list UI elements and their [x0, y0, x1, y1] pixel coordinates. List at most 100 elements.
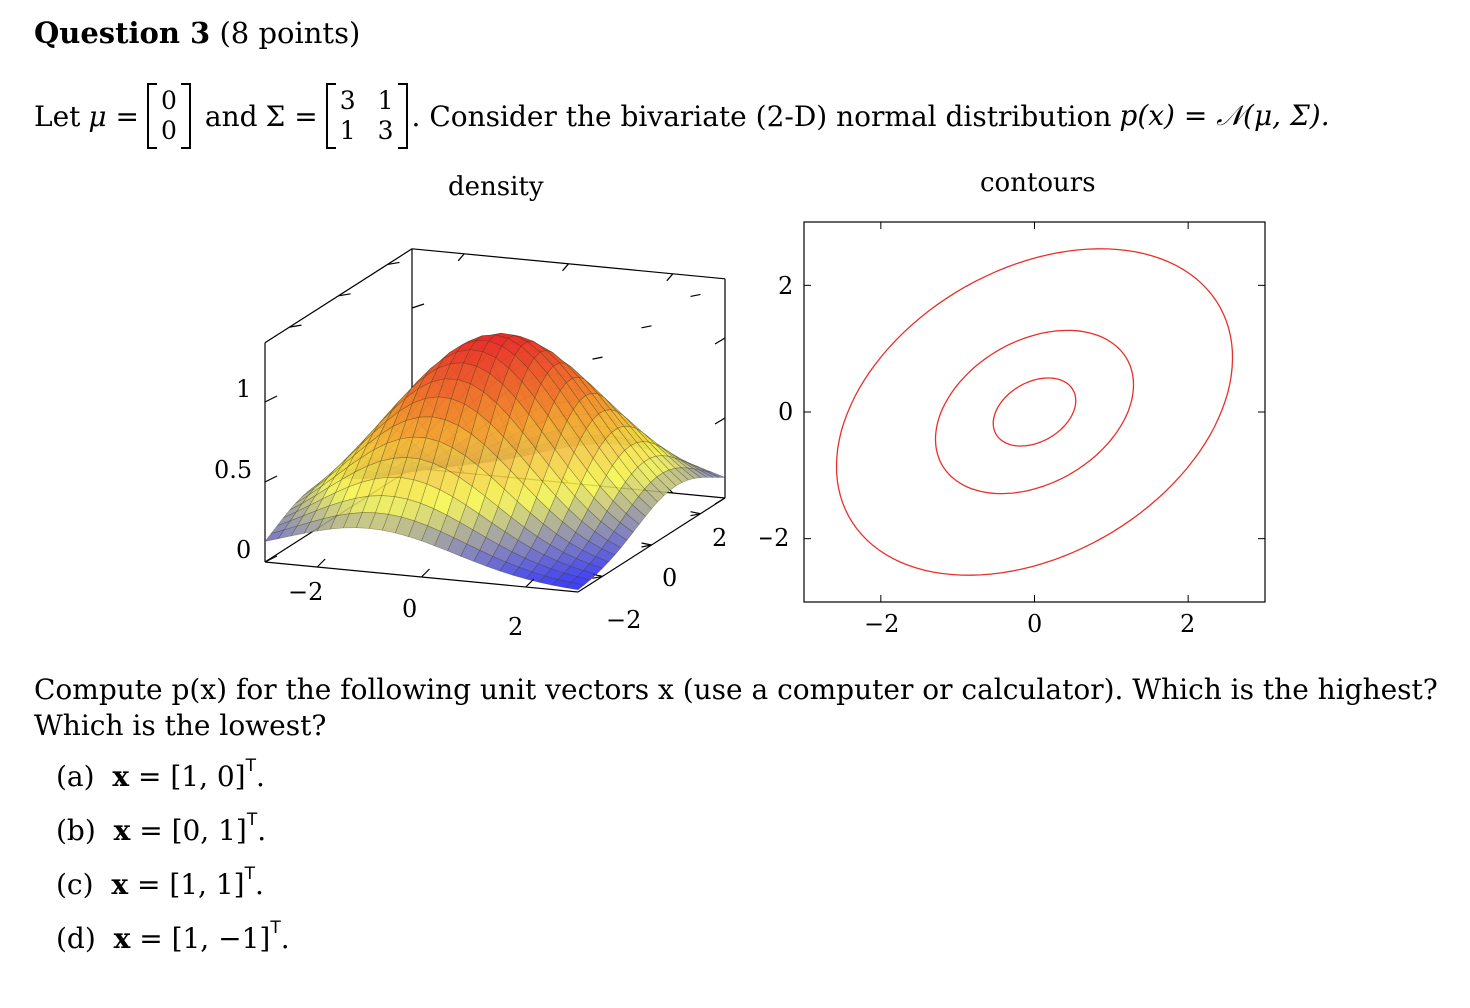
- surface-mesh: [264, 332, 726, 591]
- left-bracket: [146, 83, 157, 149]
- tick-mark: [457, 253, 465, 262]
- z-tick-label: 1: [236, 375, 251, 403]
- sigma-entry: 1: [339, 116, 356, 145]
- x-tick-label: 0: [402, 595, 417, 623]
- right-bracket: [180, 83, 191, 149]
- tick-mark: [338, 293, 351, 297]
- contour-line: [934, 329, 1135, 495]
- tick-mark: [387, 261, 400, 266]
- tick-mark: [690, 293, 701, 298]
- problem-statement: Let μ = 0 0 and Σ = 3 1 1 3 . Consider t…: [34, 76, 1330, 156]
- y-tick-label: 2: [778, 272, 793, 300]
- x-tick-label: 0: [1027, 610, 1042, 638]
- z-tick-label: 0: [236, 536, 251, 564]
- option-vector: [1, −1]: [171, 922, 271, 955]
- question-label: Question 3: [34, 16, 211, 50]
- y-tick-label: 0: [778, 398, 793, 426]
- statement-text: . Consider the bivariate (2-D) normal di…: [411, 99, 1112, 133]
- y-tick-label: −2: [760, 524, 789, 552]
- tick-mark: [264, 555, 278, 563]
- option-b: (b) x = [0, 1]T.: [56, 810, 267, 847]
- contours-title: contours: [980, 168, 1096, 198]
- tick-mark: [264, 475, 278, 483]
- tick-mark: [714, 417, 726, 425]
- option-label: (c): [56, 868, 94, 901]
- contour-plot: 2 0 −2 −2 0 2: [760, 221, 1266, 638]
- surface-facet: [576, 570, 598, 581]
- tick-mark: [411, 303, 425, 309]
- option-d: (d) x = [1, −1]T.: [56, 918, 290, 955]
- option-vector: [0, 1]: [171, 814, 247, 847]
- distribution-formula: p(x) = 𝒩(μ, Σ).: [1119, 99, 1330, 132]
- x-tick-label: 2: [1180, 610, 1195, 638]
- mu-vector: 0 0: [146, 83, 191, 149]
- tick-mark: [421, 568, 430, 578]
- tick-mark: [666, 273, 674, 282]
- tick-mark: [316, 558, 326, 568]
- surface-facet: [631, 496, 652, 517]
- surface-facet: [699, 469, 720, 478]
- mu-symbol: μ =: [88, 99, 139, 133]
- y-tick-label: 0: [662, 564, 677, 592]
- transpose-mark: T: [246, 810, 258, 830]
- sigma-entry: 1: [377, 86, 394, 115]
- tick-mark: [289, 324, 302, 328]
- mu-entries: 0 0: [157, 86, 181, 146]
- and-text: and: [204, 99, 258, 133]
- right-bracket: [397, 83, 408, 149]
- question-heading: Question 3 (8 points): [34, 16, 360, 50]
- sigma-entry: 3: [339, 86, 356, 115]
- option-vector: [1, 1]: [169, 868, 245, 901]
- sigma-entry: 3: [377, 116, 394, 145]
- question-body: Compute p(x) for the following unit vect…: [34, 673, 1438, 742]
- option-label: (b): [56, 814, 96, 847]
- contour-line: [835, 248, 1234, 576]
- tick-mark: [690, 511, 701, 515]
- tick-mark: [525, 578, 535, 588]
- contour-line: [992, 377, 1077, 447]
- surface-facet: [693, 468, 714, 478]
- tick-mark: [592, 575, 603, 579]
- y-tick-label: 2: [712, 524, 727, 552]
- option-label: (d): [56, 922, 96, 955]
- tick-mark: [264, 395, 278, 403]
- surface-facet: [564, 582, 585, 591]
- sigma-matrix: 3 1 1 3: [325, 83, 408, 149]
- let-text: Let: [34, 99, 81, 133]
- surface-front-axes: [264, 497, 726, 593]
- tick-mark: [641, 325, 652, 329]
- mu-entry: 0: [160, 116, 177, 145]
- contour-ticks: [804, 222, 1265, 602]
- surface-facet: [588, 556, 610, 569]
- option-a: (a) x = [1, 0]T.: [56, 756, 265, 793]
- x-tick-label: −2: [864, 610, 899, 638]
- tick-mark: [714, 337, 726, 345]
- surface-facet: [644, 481, 665, 503]
- x-tick-label: −2: [288, 578, 323, 606]
- contour-lines: [835, 248, 1234, 576]
- density-title: density: [448, 172, 544, 202]
- surface-facet: [662, 469, 683, 487]
- surface-facet: [674, 467, 696, 481]
- y-tick-label: −2: [606, 606, 641, 634]
- mu-entry: 0: [160, 86, 177, 115]
- option-label: (a): [56, 760, 95, 793]
- tick-mark: [592, 356, 603, 360]
- transpose-mark: T: [244, 864, 255, 884]
- surface-facet: [668, 467, 689, 483]
- question-text: Compute p(x) for the following unit vect…: [34, 672, 1444, 744]
- surface-facet: [686, 467, 708, 478]
- option-c: (c) x = [1, 1]T.: [56, 864, 264, 901]
- sigma-symbol: Σ =: [265, 99, 318, 133]
- surface-facet: [650, 476, 671, 497]
- z-tick-label: 0.5: [214, 456, 252, 484]
- x-tick-label: 2: [508, 613, 523, 641]
- tick-mark: [641, 542, 652, 546]
- density-surface-plot: 1 0.5 0 −2 0 2 −2 0 2: [214, 248, 727, 641]
- surface-facet: [638, 488, 659, 510]
- surface-facet: [619, 513, 640, 533]
- question-points: (8 points): [219, 16, 361, 50]
- left-bracket: [325, 83, 336, 149]
- tick-mark: [562, 263, 569, 272]
- tick-mark: [641, 544, 652, 548]
